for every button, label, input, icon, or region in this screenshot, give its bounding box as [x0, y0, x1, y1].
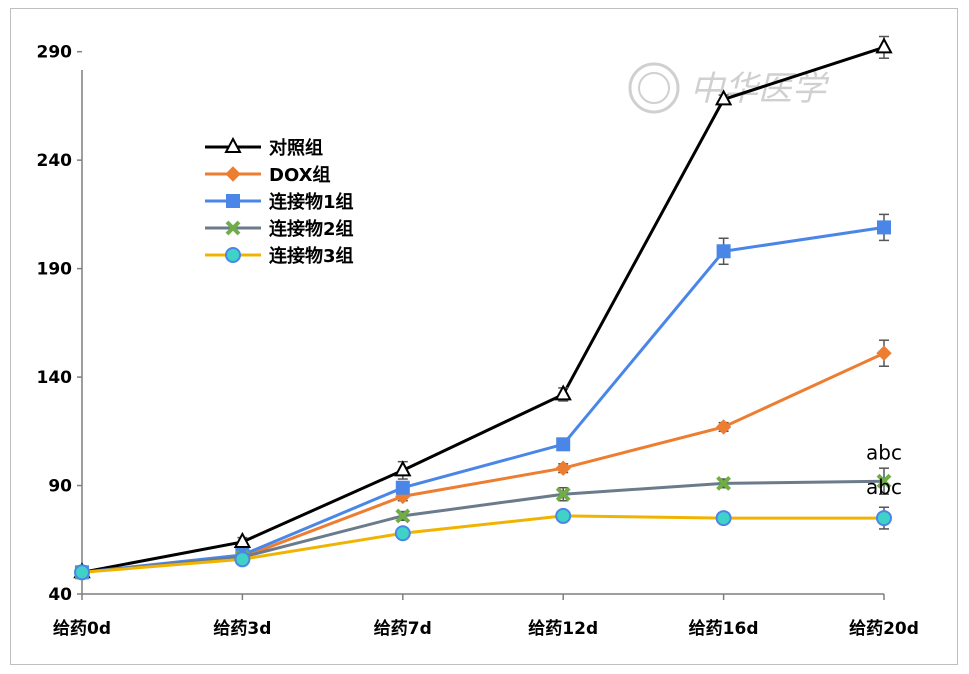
- legend-marker: [226, 194, 240, 208]
- x-tick-label: 给药12d: [528, 618, 598, 639]
- legend-marker: [225, 166, 241, 182]
- data-point: [234, 551, 251, 568]
- data-point: [555, 460, 571, 476]
- annotations: abc abc: [866, 441, 902, 500]
- legend-item: 连接物3组: [205, 245, 354, 267]
- y-tick-label: 140: [37, 368, 73, 388]
- series-line: [81, 225, 885, 574]
- data-point: [395, 480, 410, 495]
- chart-frame: [10, 8, 958, 665]
- legend-marker: [225, 247, 241, 263]
- watermark-seal: [628, 62, 680, 114]
- x-tick-label: 给药0d: [53, 618, 111, 639]
- data-point: [715, 510, 732, 527]
- data-point: [715, 419, 732, 435]
- legend-label: DOX组: [269, 164, 330, 186]
- series-line: [81, 351, 885, 574]
- data-point: [876, 345, 892, 361]
- data-point: [716, 475, 732, 491]
- legend-label: 连接物1组: [269, 191, 354, 213]
- data-point: [554, 384, 572, 401]
- legend-marker: [224, 136, 242, 153]
- data-point: [716, 244, 731, 259]
- data-point: [394, 525, 411, 542]
- data-point: [876, 510, 892, 527]
- data-point: [395, 508, 411, 524]
- data-point: [74, 564, 90, 581]
- legend-item: 连接物1组: [205, 191, 354, 213]
- data-point: [877, 220, 891, 235]
- series-line: [81, 479, 885, 574]
- legend-item: 连接物2组: [205, 218, 354, 240]
- data-point: [875, 37, 893, 54]
- annotation-label: abc: [866, 475, 902, 499]
- data-point: [876, 473, 892, 489]
- x-tick-label: 给药16d: [689, 618, 759, 639]
- legend-label: 对照组: [269, 137, 323, 159]
- series-5: [74, 506, 892, 581]
- data-point: [555, 507, 572, 524]
- y-tick-label: 40: [48, 585, 72, 605]
- legend-item: DOX组: [205, 164, 330, 186]
- legend-item: 对照组: [205, 136, 323, 159]
- x-tick-label: 给药20d: [849, 618, 919, 639]
- y-tick-label: 190: [37, 260, 73, 280]
- series-1: [73, 35, 893, 579]
- annotation-label: abc: [866, 441, 902, 465]
- data-point: [233, 531, 252, 548]
- x-tick-label: 给药3d: [213, 618, 271, 639]
- data-point: [555, 486, 571, 502]
- series-2: [74, 339, 892, 581]
- y-tick-label: 90: [48, 477, 72, 497]
- watermark-seal-inner: [638, 72, 670, 104]
- legend-marker: [225, 220, 241, 236]
- y-tick-label: 240: [37, 151, 73, 171]
- series-layer: [73, 35, 893, 581]
- legend-label: 连接物2组: [269, 218, 354, 240]
- data-point: [394, 460, 412, 477]
- axes: 40 90 140 190 240 290 给药0d 给药3d 给药7d 给药12d 给药16d 给药…: [37, 43, 919, 639]
- data-point: [556, 437, 571, 452]
- series-line: [81, 514, 884, 574]
- data-point: [714, 89, 733, 106]
- x-tick-label: 给药7d: [374, 618, 432, 639]
- y-tick-label: 290: [37, 43, 73, 63]
- legend-label: 连接物3组: [269, 245, 354, 267]
- series-line: [81, 45, 885, 574]
